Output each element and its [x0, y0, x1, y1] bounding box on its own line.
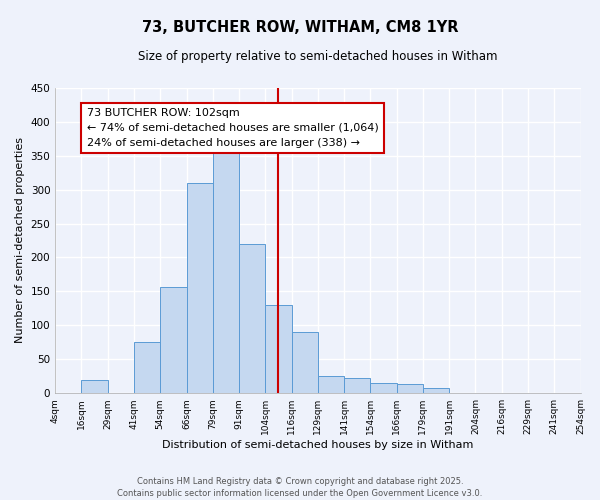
Bar	[239, 244, 265, 393]
Bar	[160, 286, 187, 393]
Bar	[187, 183, 213, 393]
Text: Contains HM Land Registry data © Crown copyright and database right 2025.
Contai: Contains HM Land Registry data © Crown c…	[118, 476, 482, 498]
Bar	[344, 378, 370, 393]
Title: Size of property relative to semi-detached houses in Witham: Size of property relative to semi-detach…	[138, 50, 497, 63]
Text: 73 BUTCHER ROW: 102sqm
← 74% of semi-detached houses are smaller (1,064)
24% of : 73 BUTCHER ROW: 102sqm ← 74% of semi-det…	[86, 108, 379, 148]
Text: 73, BUTCHER ROW, WITHAM, CM8 1YR: 73, BUTCHER ROW, WITHAM, CM8 1YR	[142, 20, 458, 35]
X-axis label: Distribution of semi-detached houses by size in Witham: Distribution of semi-detached houses by …	[162, 440, 473, 450]
Bar	[423, 388, 449, 393]
Bar	[292, 332, 318, 393]
Bar	[265, 305, 292, 393]
Bar	[318, 376, 344, 393]
Bar	[82, 380, 108, 393]
Y-axis label: Number of semi-detached properties: Number of semi-detached properties	[15, 138, 25, 344]
Bar	[370, 383, 397, 393]
Bar	[134, 342, 160, 393]
Bar	[213, 150, 239, 393]
Bar	[397, 384, 423, 393]
